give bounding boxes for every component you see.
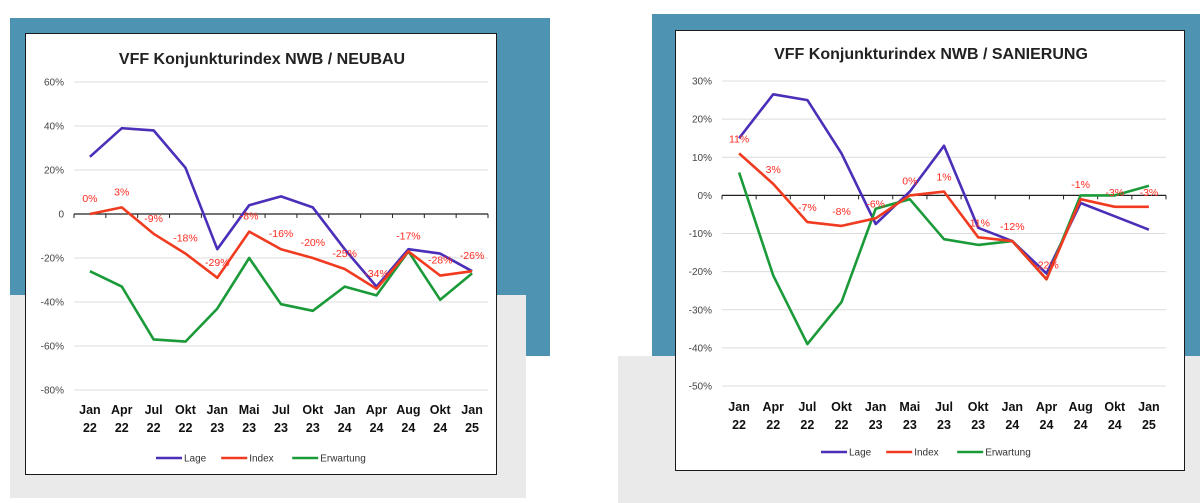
- x-tick-label: Okt 23: [302, 403, 324, 435]
- chart-sanierung: VFF Konjunkturindex NWB / SANIERUNG 30% 20…: [689, 46, 1167, 459]
- y-tick-label: 20%: [44, 166, 64, 177]
- index-data-label: -6%: [866, 198, 885, 210]
- x-tick-label: Jul 22: [145, 403, 163, 435]
- x-tick-label: Okt 22: [831, 400, 853, 432]
- x-tick-label: Jul 22: [798, 400, 816, 432]
- x-tick-label: Apr 22: [762, 400, 784, 432]
- index-data-label: 3%: [114, 186, 129, 198]
- index-data-label: -26%: [460, 250, 485, 262]
- index-data-label: 3%: [766, 164, 781, 176]
- series-line-erwartung: [89, 250, 473, 343]
- legend-label-lage: Lage: [849, 448, 872, 459]
- index-data-label: -29%: [205, 257, 230, 269]
- y-tick-label: -30%: [689, 305, 712, 316]
- index-data-label: -8%: [240, 211, 259, 223]
- chart-title: VFF Konjunkturindex NWB / NEUBAU: [119, 51, 405, 68]
- y-tick-label: -40%: [41, 298, 64, 309]
- index-data-label: -7%: [798, 202, 817, 214]
- index-data-label: -9%: [144, 213, 163, 225]
- index-data-label: -17%: [396, 230, 421, 242]
- y-tick-label: -50%: [689, 382, 712, 393]
- x-tick-label: Apr 22: [111, 403, 133, 435]
- index-data-label: -1%: [1071, 179, 1090, 191]
- chart-neubau: VFF Konjunkturindex NWB / NEUBAU 60% 40% 20…: [41, 51, 489, 465]
- x-tick-label: Jan 25: [1138, 400, 1160, 432]
- chart-panel-sanierung: VFF Konjunkturindex NWB / SANIERUNG 30% 20…: [675, 30, 1185, 471]
- y-tick-label: 10%: [692, 153, 712, 164]
- index-data-label: -25%: [332, 248, 357, 260]
- chart-title: VFF Konjunkturindex NWB / SANIERUNG: [774, 46, 1088, 63]
- index-data-label: -8%: [832, 206, 851, 218]
- series-line-erwartung: [737, 172, 1150, 346]
- y-tick-label: -40%: [689, 343, 712, 354]
- y-tick-label: 0%: [698, 191, 713, 202]
- legend-label-erwartung: Erwartung: [320, 454, 366, 465]
- chart-panel-neubau: VFF Konjunkturindex NWB / NEUBAU 60% 40% 20…: [25, 33, 497, 475]
- x-tick-label: Okt 22: [175, 403, 197, 435]
- y-tick-label: 30%: [692, 77, 712, 88]
- x-tick-label: Jan 24: [334, 403, 356, 435]
- y-tick-label: 20%: [692, 115, 712, 126]
- y-tick-label: -20%: [689, 267, 712, 278]
- series-line-lage: [89, 126, 473, 288]
- index-data-label: 11%: [729, 133, 749, 145]
- index-data-label: -20%: [301, 237, 326, 249]
- index-data-label: -22%: [1034, 259, 1059, 271]
- index-data-label: -12%: [1000, 221, 1025, 233]
- x-tick-label: Aug 24: [396, 403, 420, 435]
- index-data-label: -28%: [428, 255, 453, 267]
- legend-label-index: Index: [914, 448, 938, 459]
- index-data-label: -34%: [364, 268, 389, 280]
- x-tick-label: Jan 22: [728, 400, 750, 432]
- series-line-lage: [738, 92, 1150, 275]
- y-tick-label: 60%: [44, 78, 64, 89]
- y-tick-label: 0: [58, 210, 64, 221]
- index-data-label: -16%: [269, 228, 294, 240]
- x-tick-label: Jan 23: [207, 403, 229, 435]
- legend-label-index: Index: [249, 454, 273, 465]
- index-data-label: -11%: [966, 217, 990, 229]
- legend-label-lage: Lage: [184, 454, 207, 465]
- series-line-index: [89, 206, 473, 291]
- x-tick-label: Jul 23: [935, 400, 953, 432]
- x-tick-label: Jan 23: [865, 400, 887, 432]
- x-tick-label: Aug 24: [1068, 400, 1092, 432]
- x-tick-label: Apr 24: [1036, 400, 1058, 432]
- y-tick-label: -20%: [41, 254, 64, 265]
- legend-label-erwartung: Erwartung: [985, 448, 1031, 459]
- index-data-label: 0%: [82, 193, 97, 205]
- x-tick-label: Jan 25: [461, 403, 483, 435]
- index-data-label: -3%: [1105, 187, 1124, 199]
- index-data-label: -18%: [173, 233, 198, 245]
- x-tick-label: Jul 23: [272, 403, 290, 435]
- x-tick-label: Okt 23: [968, 400, 990, 432]
- x-tick-label: Okt 24: [430, 403, 452, 435]
- index-data-label: -3%: [1140, 187, 1159, 199]
- y-tick-label: -80%: [41, 386, 64, 397]
- x-tick-label: Jan 22: [79, 403, 101, 435]
- x-tick-label: Apr 24: [366, 403, 388, 435]
- index-data-label: 1%: [936, 172, 951, 184]
- x-tick-label: Okt 24: [1104, 400, 1126, 432]
- y-tick-label: 40%: [44, 122, 64, 133]
- x-tick-label: Mai 23: [239, 403, 260, 435]
- index-data-label: 0%: [902, 175, 917, 187]
- series-line-index: [738, 152, 1149, 281]
- y-tick-label: -10%: [689, 229, 712, 240]
- y-tick-label: -60%: [41, 342, 64, 353]
- x-tick-label: Jan 24: [1002, 400, 1024, 432]
- x-tick-label: Mai 23: [899, 400, 920, 432]
